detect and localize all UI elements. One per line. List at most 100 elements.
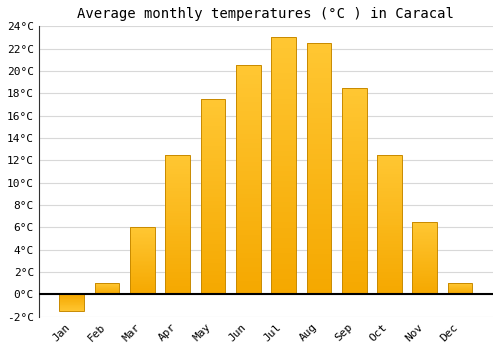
Bar (166, 261, 190, 264)
Bar (166, 283, 190, 286)
Bar (377, 208, 402, 211)
Bar (342, 282, 366, 286)
Bar (306, 93, 331, 98)
Bar (377, 225, 402, 228)
Bar (306, 124, 331, 128)
Bar (306, 139, 331, 143)
Bar (377, 292, 402, 294)
Bar (271, 58, 296, 63)
Bar (377, 266, 402, 269)
Bar (236, 184, 260, 189)
Bar (166, 166, 190, 169)
Bar (166, 230, 190, 233)
Bar (166, 241, 190, 244)
Bar (200, 216, 226, 220)
Bar (200, 240, 226, 244)
Bar (130, 249, 155, 250)
Bar (271, 238, 296, 243)
Bar (271, 171, 296, 176)
Bar (412, 232, 437, 233)
Bar (377, 183, 402, 186)
Bar (236, 226, 260, 230)
Bar (342, 166, 366, 170)
Bar (342, 232, 366, 237)
Bar (342, 237, 366, 241)
Bar (200, 271, 226, 275)
Bar (342, 175, 366, 179)
Bar (342, 141, 366, 146)
Bar (412, 283, 437, 284)
Bar (377, 275, 402, 278)
Bar (166, 275, 190, 278)
Bar (60, 294, 84, 295)
Bar (166, 174, 190, 177)
Bar (342, 241, 366, 245)
Bar (377, 180, 402, 183)
Bar (306, 209, 331, 214)
Bar (377, 264, 402, 266)
Bar (166, 292, 190, 294)
Bar (236, 143, 260, 148)
Bar (271, 53, 296, 58)
Bar (130, 264, 155, 265)
Bar (166, 199, 190, 202)
Bar (271, 43, 296, 48)
Bar (306, 128, 331, 134)
Bar (271, 78, 296, 84)
Bar (306, 144, 331, 149)
Bar (412, 292, 437, 293)
Bar (306, 189, 331, 194)
Bar (236, 239, 260, 244)
Bar (412, 277, 437, 279)
Bar (130, 236, 155, 237)
Bar (271, 166, 296, 171)
Bar (130, 265, 155, 266)
Bar (130, 253, 155, 254)
Bar (166, 219, 190, 222)
Bar (130, 237, 155, 238)
Bar (200, 290, 226, 294)
Bar (166, 250, 190, 253)
Bar (200, 232, 226, 236)
Bar (200, 212, 226, 216)
Bar (166, 233, 190, 236)
Bar (130, 230, 155, 231)
Bar (377, 194, 402, 197)
Bar (236, 194, 260, 198)
Bar (236, 130, 260, 134)
Bar (166, 258, 190, 261)
Bar (166, 286, 190, 289)
Bar (236, 102, 260, 107)
Bar (271, 264, 296, 269)
Bar (412, 271, 437, 273)
Bar (342, 183, 366, 187)
Bar (306, 179, 331, 184)
Bar (342, 113, 366, 117)
Bar (166, 253, 190, 256)
Bar (130, 239, 155, 241)
Bar (377, 216, 402, 219)
Bar (412, 252, 437, 254)
Bar (377, 289, 402, 292)
Bar (377, 278, 402, 280)
Bar (412, 231, 437, 232)
Bar (60, 304, 84, 305)
Bar (200, 150, 226, 154)
Bar (200, 247, 226, 251)
Bar (412, 289, 437, 290)
Bar (271, 212, 296, 217)
Bar (271, 228, 296, 233)
Bar (306, 43, 331, 294)
Bar (342, 146, 366, 150)
Bar (166, 256, 190, 258)
Bar (130, 231, 155, 233)
Bar (200, 103, 226, 107)
Bar (200, 111, 226, 114)
Bar (377, 256, 402, 258)
Bar (130, 228, 155, 229)
Bar (130, 277, 155, 278)
Bar (200, 204, 226, 208)
Bar (130, 247, 155, 249)
Bar (306, 219, 331, 224)
Bar (377, 214, 402, 216)
